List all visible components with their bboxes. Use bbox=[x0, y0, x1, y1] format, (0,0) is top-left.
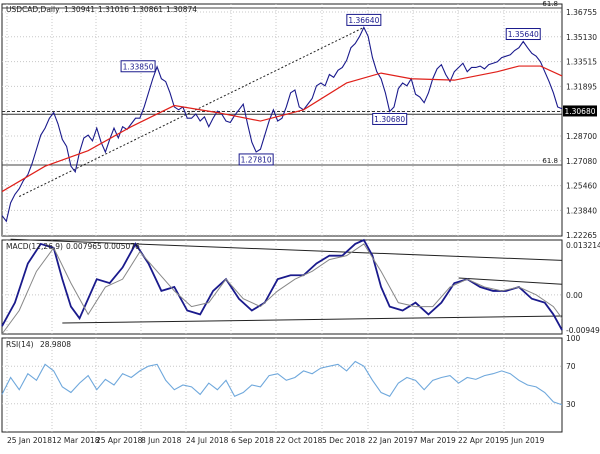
macd-line bbox=[1, 238, 563, 331]
y-tick-label: 1.25460 bbox=[566, 182, 597, 191]
x-tick-label: 6 Sep 2018 bbox=[231, 436, 274, 445]
chart-title: USDCAD,Daily bbox=[6, 5, 60, 14]
rsi-readout: 28.9808 bbox=[40, 340, 71, 349]
annotation-label: 1.30680 bbox=[374, 115, 405, 124]
y-tick-label: 1.28700 bbox=[566, 132, 597, 141]
rsi-line bbox=[1, 360, 563, 406]
x-tick-label: 22 Jan 2019 bbox=[368, 436, 413, 445]
annotation-label: 1.33850 bbox=[123, 62, 154, 71]
x-tick-label: 12 Mar 2018 bbox=[52, 436, 100, 445]
annotation-label: 1.35640 bbox=[508, 30, 539, 39]
x-tick-label: 5 Dec 2018 bbox=[322, 436, 365, 445]
y-tick-label: 100 bbox=[566, 334, 581, 343]
y-tick-label: 1.23840 bbox=[566, 206, 597, 215]
y-tick-label: 0.013214 bbox=[566, 241, 600, 250]
fib-label: 61.8 bbox=[542, 157, 558, 165]
ohlc-value: 1.30874 bbox=[166, 5, 197, 14]
current-price-label: 1.30680 bbox=[564, 107, 595, 116]
y-tick-label: 1.35130 bbox=[566, 33, 597, 42]
price-line bbox=[1, 26, 563, 223]
y-tick-label: 1.36755 bbox=[566, 8, 597, 17]
rsi-title: RSI(14) bbox=[6, 340, 34, 349]
annotation-box-3 bbox=[372, 112, 408, 125]
macd-trend-line-1 bbox=[62, 315, 563, 324]
current-price-tag bbox=[563, 105, 597, 117]
annotation-box-1 bbox=[120, 60, 156, 73]
annotation-label: 1.27810 bbox=[241, 155, 272, 164]
annotation-label: 1.36640 bbox=[348, 16, 379, 25]
x-tick-label: 7 Mar 2019 bbox=[413, 436, 456, 445]
x-tick-label: 24 Jul 2018 bbox=[186, 436, 229, 445]
macd-readout: 0.005076 bbox=[104, 242, 140, 251]
x-tick-label: 8 Jun 2018 bbox=[141, 436, 182, 445]
panel-frame-2 bbox=[1, 337, 563, 433]
x-tick-label: 25 Jan 2018 bbox=[7, 436, 52, 445]
panel-frame-0 bbox=[1, 3, 563, 237]
macd-signal-line bbox=[1, 243, 563, 335]
y-tick-label: 1.22265 bbox=[566, 231, 597, 240]
y-tick-label: 1.31895 bbox=[566, 82, 597, 91]
ohlc-value: 1.30941 bbox=[64, 5, 95, 14]
macd-title: MACD(12,26,9) bbox=[6, 242, 63, 251]
macd-readout: 0.007965 bbox=[66, 242, 102, 251]
y-tick-label: 30 bbox=[566, 400, 576, 409]
annotation-box-0 bbox=[346, 13, 382, 26]
fib-label: 61.8 bbox=[542, 0, 558, 8]
macd-trend-line-2 bbox=[458, 277, 563, 285]
ohlc-value: 1.31016 bbox=[98, 5, 129, 14]
x-tick-label: 5 Jun 2019 bbox=[504, 436, 545, 445]
x-tick-label: 22 Oct 2018 bbox=[276, 436, 323, 445]
y-tick-label: 0.00 bbox=[566, 291, 583, 300]
ohlc-value: 1.30861 bbox=[132, 5, 163, 14]
x-tick-label: 25 Apr 2018 bbox=[96, 436, 143, 445]
moving-average-line bbox=[1, 65, 563, 193]
macd-trend-line-0 bbox=[10, 238, 563, 261]
y-tick-label: 70 bbox=[566, 362, 576, 371]
annotation-box-2 bbox=[505, 28, 541, 41]
panel-frame-1 bbox=[1, 239, 563, 335]
y-tick-label: 1.33515 bbox=[566, 58, 597, 67]
y-tick-label: 1.27080 bbox=[566, 157, 597, 166]
annotation-box-4 bbox=[238, 153, 274, 166]
x-tick-label: 22 Apr 2019 bbox=[458, 436, 505, 445]
y-tick-label: -0.009496 bbox=[566, 326, 600, 335]
